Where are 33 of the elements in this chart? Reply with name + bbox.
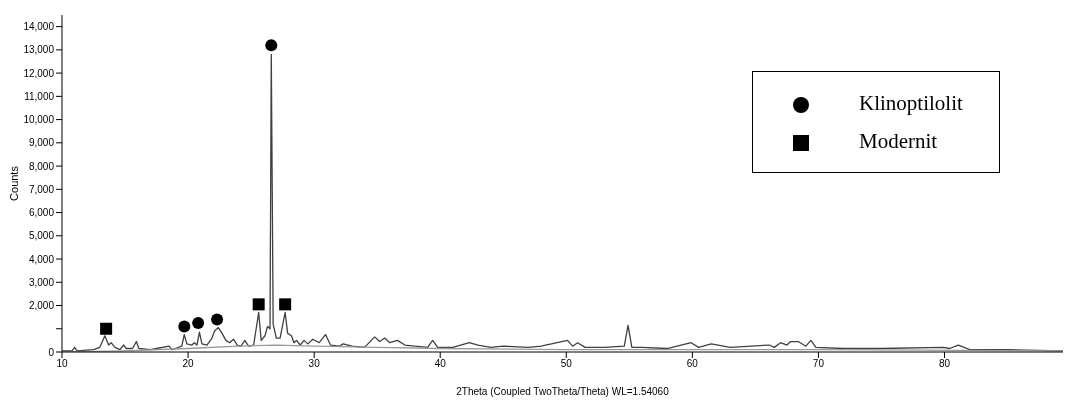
x-tick-label: 20 — [182, 358, 195, 370]
y-tick-label: 12,000 — [23, 67, 55, 79]
y-tick-label: 14,000 — [23, 21, 55, 33]
point — [178, 320, 191, 333]
y-axis-title: Counts — [7, 165, 20, 201]
x-tick-label: 80 — [938, 358, 951, 370]
x-tick-label: 60 — [686, 358, 699, 370]
point — [252, 298, 265, 311]
y-tick-label: 5,000 — [28, 230, 55, 242]
x-tick-label: 30 — [308, 358, 321, 370]
y-tick-label: 11,000 — [24, 90, 55, 102]
point — [265, 39, 278, 52]
y-tick-label: 2,000 — [28, 300, 55, 312]
point — [279, 298, 292, 311]
y-tick-label: 7,000 — [28, 183, 55, 195]
x-tick-label: 50 — [560, 358, 573, 370]
legend-label: Klinoptilolit — [859, 91, 963, 115]
legend-label: Modernit — [859, 129, 938, 153]
y-tick-label: 6,000 — [28, 207, 55, 219]
point — [211, 313, 224, 326]
x-tick-label: 10 — [56, 358, 68, 370]
x-axis-title: 2Theta (Coupled TwoTheta/Theta) WL=1.54060 — [456, 386, 670, 397]
x-tick-label: 40 — [434, 358, 447, 370]
point — [100, 322, 113, 335]
y-tick-label: 4,000 — [28, 253, 55, 265]
point — [192, 316, 205, 329]
y-tick-label: 10,000 — [23, 114, 55, 126]
y-tick-label: 13,000 — [23, 44, 55, 56]
x-tick-label: 70 — [812, 358, 825, 370]
y-tick-label: 8,000 — [28, 160, 55, 172]
y-tick-label: 0 — [48, 346, 55, 358]
y-tick-label: 3,000 — [28, 276, 55, 288]
y-tick-label: 9,000 — [28, 137, 55, 149]
